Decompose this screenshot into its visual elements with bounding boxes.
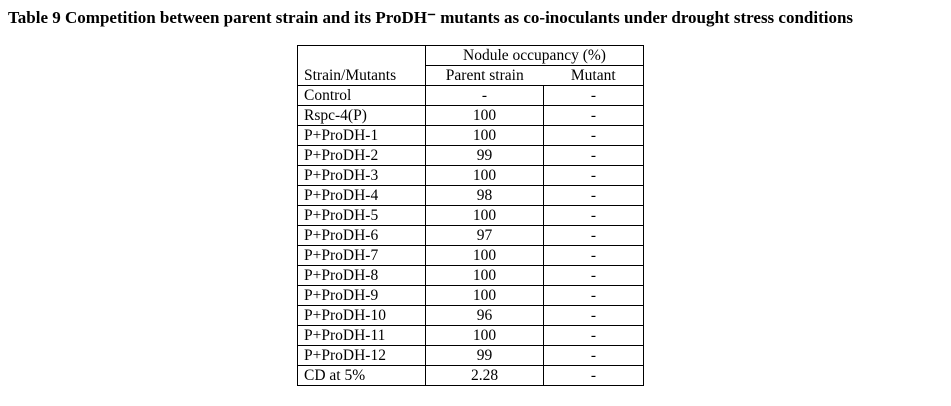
competition-table: Strain/Mutants Nodule occupancy (%) Pare… [297, 45, 644, 387]
strain-cell: P+ProDH-11 [297, 325, 426, 347]
table-row: P+ProDH-6 97- [297, 225, 644, 247]
mutant-header: Mutant [543, 65, 644, 87]
parent-strain-value-cell: 100 [425, 245, 544, 267]
strain-cell: P+ProDH-4 [297, 185, 426, 207]
parent-strain-value-cell: 98 [425, 185, 544, 207]
mutant-value-cell: - [543, 105, 644, 127]
table-row: P+ProDH-3 100- [297, 165, 644, 187]
parent-strain-value-cell: 100 [425, 105, 544, 127]
strain-cell: Control [297, 85, 426, 107]
mutant-value-cell: - [543, 165, 644, 187]
strain-cell: P+ProDH-8 [297, 265, 426, 287]
nodule-occupancy-header: Nodule occupancy (%) [425, 45, 644, 67]
mutant-value-cell: - [543, 245, 644, 267]
parent-strain-value-cell: 100 [425, 325, 544, 347]
table-row: P+ProDH-12 99- [297, 345, 644, 367]
mutant-value-cell: - [543, 285, 644, 307]
parent-strain-value-cell: 97 [425, 225, 544, 247]
table-row: P+ProDH-4 98- [297, 185, 644, 207]
mutant-value-cell: - [543, 345, 644, 367]
table-row: P+ProDH-8 100- [297, 265, 644, 287]
table-row: P+ProDH-10 96- [297, 305, 644, 327]
parent-strain-value-cell: 96 [425, 305, 544, 327]
table-body: Control - - Rspc-4(P) 100- P+ProDH-1 100- P+Pro… [297, 85, 644, 387]
mutant-value-cell: - [543, 145, 644, 167]
parent-strain-value-cell: 100 [425, 165, 544, 187]
mutant-value-cell: - [543, 325, 644, 347]
table-row: P+ProDH-5 100- [297, 205, 644, 227]
strain-cell: P+ProDH-2 [297, 145, 426, 167]
table-row: P+ProDH-1 100- [297, 125, 644, 147]
strain-cell: P+ProDH-6 [297, 225, 426, 247]
mutant-value-cell: - [543, 225, 644, 247]
table-row: Rspc-4(P) 100- [297, 105, 644, 127]
parent-strain-value-cell: 100 [425, 285, 544, 307]
parent-strain-value-cell: 100 [425, 125, 544, 147]
table-row: P+ProDH-9 100- [297, 285, 644, 307]
parent-strain-value-cell: 2.28 [425, 365, 544, 387]
table-title: Table 9 Competition between parent strai… [8, 8, 854, 27]
strain-cell: P+ProDH-5 [297, 205, 426, 227]
mutant-value-cell: - [543, 205, 644, 227]
parent-strain-value-cell: 100 [425, 205, 544, 227]
strain-cell: P+ProDH-9 [297, 285, 426, 307]
strain-cell: P+ProDH-7 [297, 245, 426, 267]
strain-cell: P+ProDH-12 [297, 345, 426, 367]
strain-mutants-header: Strain/Mutants [297, 45, 426, 87]
strain-cell: P+ProDH-3 [297, 165, 426, 187]
mutant-value-cell: - [543, 265, 644, 287]
strain-cell: Rspc-4(P) [297, 105, 426, 127]
table-row: CD at 5% 2.28- [297, 365, 644, 387]
strain-cell: CD at 5% [297, 365, 426, 387]
table-header: Strain/Mutants Nodule occupancy (%) Pare… [297, 45, 644, 87]
table-row: Control - - [297, 85, 644, 107]
mutant-value-cell: - [543, 305, 644, 327]
parent-strain-value-cell: 99 [425, 145, 544, 167]
mutant-value-cell: - [543, 365, 644, 387]
mutant-value-cell: - [543, 125, 644, 147]
parent-strain-value-cell: - [425, 85, 544, 107]
table-row: P+ProDH-7 100- [297, 245, 644, 267]
header-row-1: Strain/Mutants Nodule occupancy (%) [297, 45, 644, 87]
parent-strain-value-cell: 100 [425, 265, 544, 287]
parent-strain-header: Parent strain [425, 65, 544, 87]
mutant-value-cell: - [543, 185, 644, 207]
table-row: P+ProDH-2 99- [297, 145, 644, 167]
mutant-value-cell: - [543, 85, 644, 107]
table-row: P+ProDH-11 100- [297, 325, 644, 347]
strain-cell: P+ProDH-1 [297, 125, 426, 147]
strain-cell: P+ProDH-10 [297, 305, 426, 327]
parent-strain-value-cell: 99 [425, 345, 544, 367]
